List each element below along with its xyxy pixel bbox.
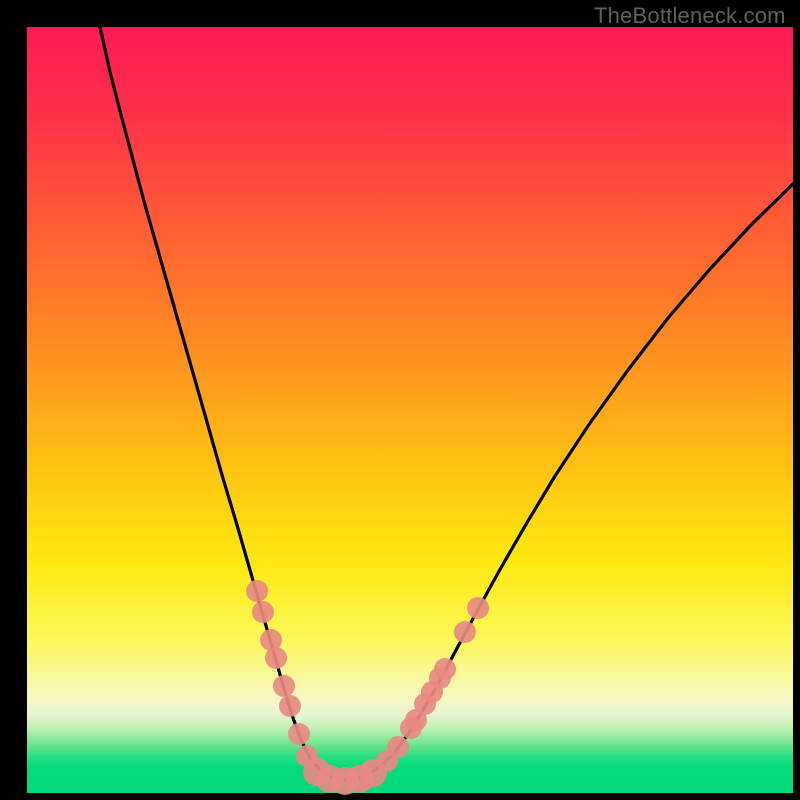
bottleneck-curve — [0, 0, 800, 800]
data-marker — [246, 580, 268, 602]
data-marker — [434, 658, 456, 680]
data-marker — [288, 723, 310, 745]
data-marker — [387, 736, 409, 758]
data-marker — [273, 675, 295, 697]
data-marker — [454, 621, 476, 643]
data-marker — [467, 597, 489, 619]
data-marker — [279, 695, 301, 717]
data-marker — [252, 601, 274, 623]
data-marker — [265, 647, 287, 669]
